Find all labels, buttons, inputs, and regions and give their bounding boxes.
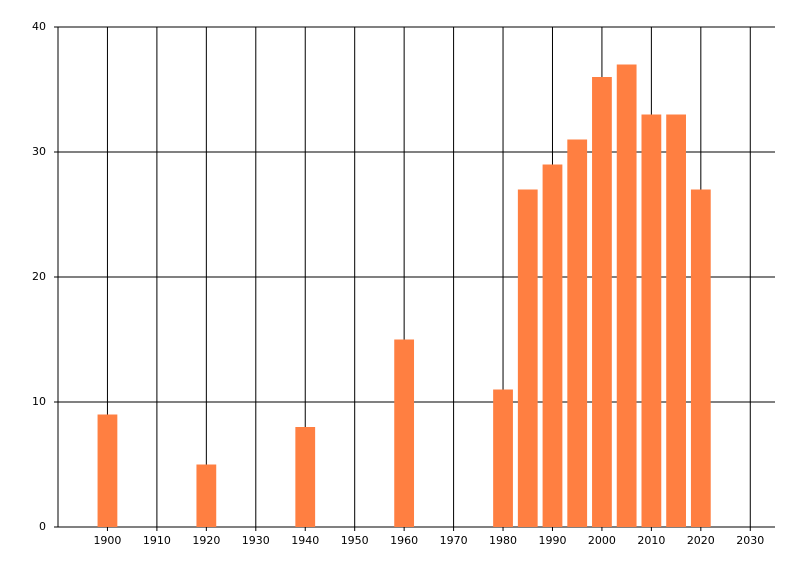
x-tick-label: 1900 [93, 534, 121, 547]
x-tick-label: 1950 [341, 534, 369, 547]
bar [196, 464, 217, 527]
x-tick-label: 2020 [687, 534, 715, 547]
x-tick-label: 2030 [736, 534, 764, 547]
bar [690, 189, 711, 527]
y-tick-label: 20 [32, 270, 46, 283]
bar [517, 189, 538, 527]
bar [592, 77, 612, 527]
y-tick-label: 0 [39, 520, 46, 533]
x-tick-label: 1920 [192, 534, 220, 547]
bar [542, 164, 563, 527]
y-tick-label: 10 [32, 395, 46, 408]
bar [394, 339, 415, 527]
bar [641, 114, 662, 527]
x-tick-label: 1990 [538, 534, 566, 547]
x-tick-label: 1910 [143, 534, 171, 547]
x-tick-label: 1940 [291, 534, 319, 547]
x-tick-label: 1980 [489, 534, 517, 547]
bar [666, 114, 686, 527]
x-tick-label: 2000 [588, 534, 616, 547]
x-tick-label: 1930 [242, 534, 270, 547]
bar [97, 414, 118, 527]
x-tick-label: 1960 [390, 534, 418, 547]
y-tick-label: 40 [32, 20, 46, 33]
bar [295, 427, 316, 527]
y-tick-label: 30 [32, 145, 46, 158]
x-tick-label: 1970 [440, 534, 468, 547]
x-tick-label: 2010 [637, 534, 665, 547]
bar [493, 389, 513, 527]
bar [616, 64, 637, 527]
bar [567, 139, 588, 527]
